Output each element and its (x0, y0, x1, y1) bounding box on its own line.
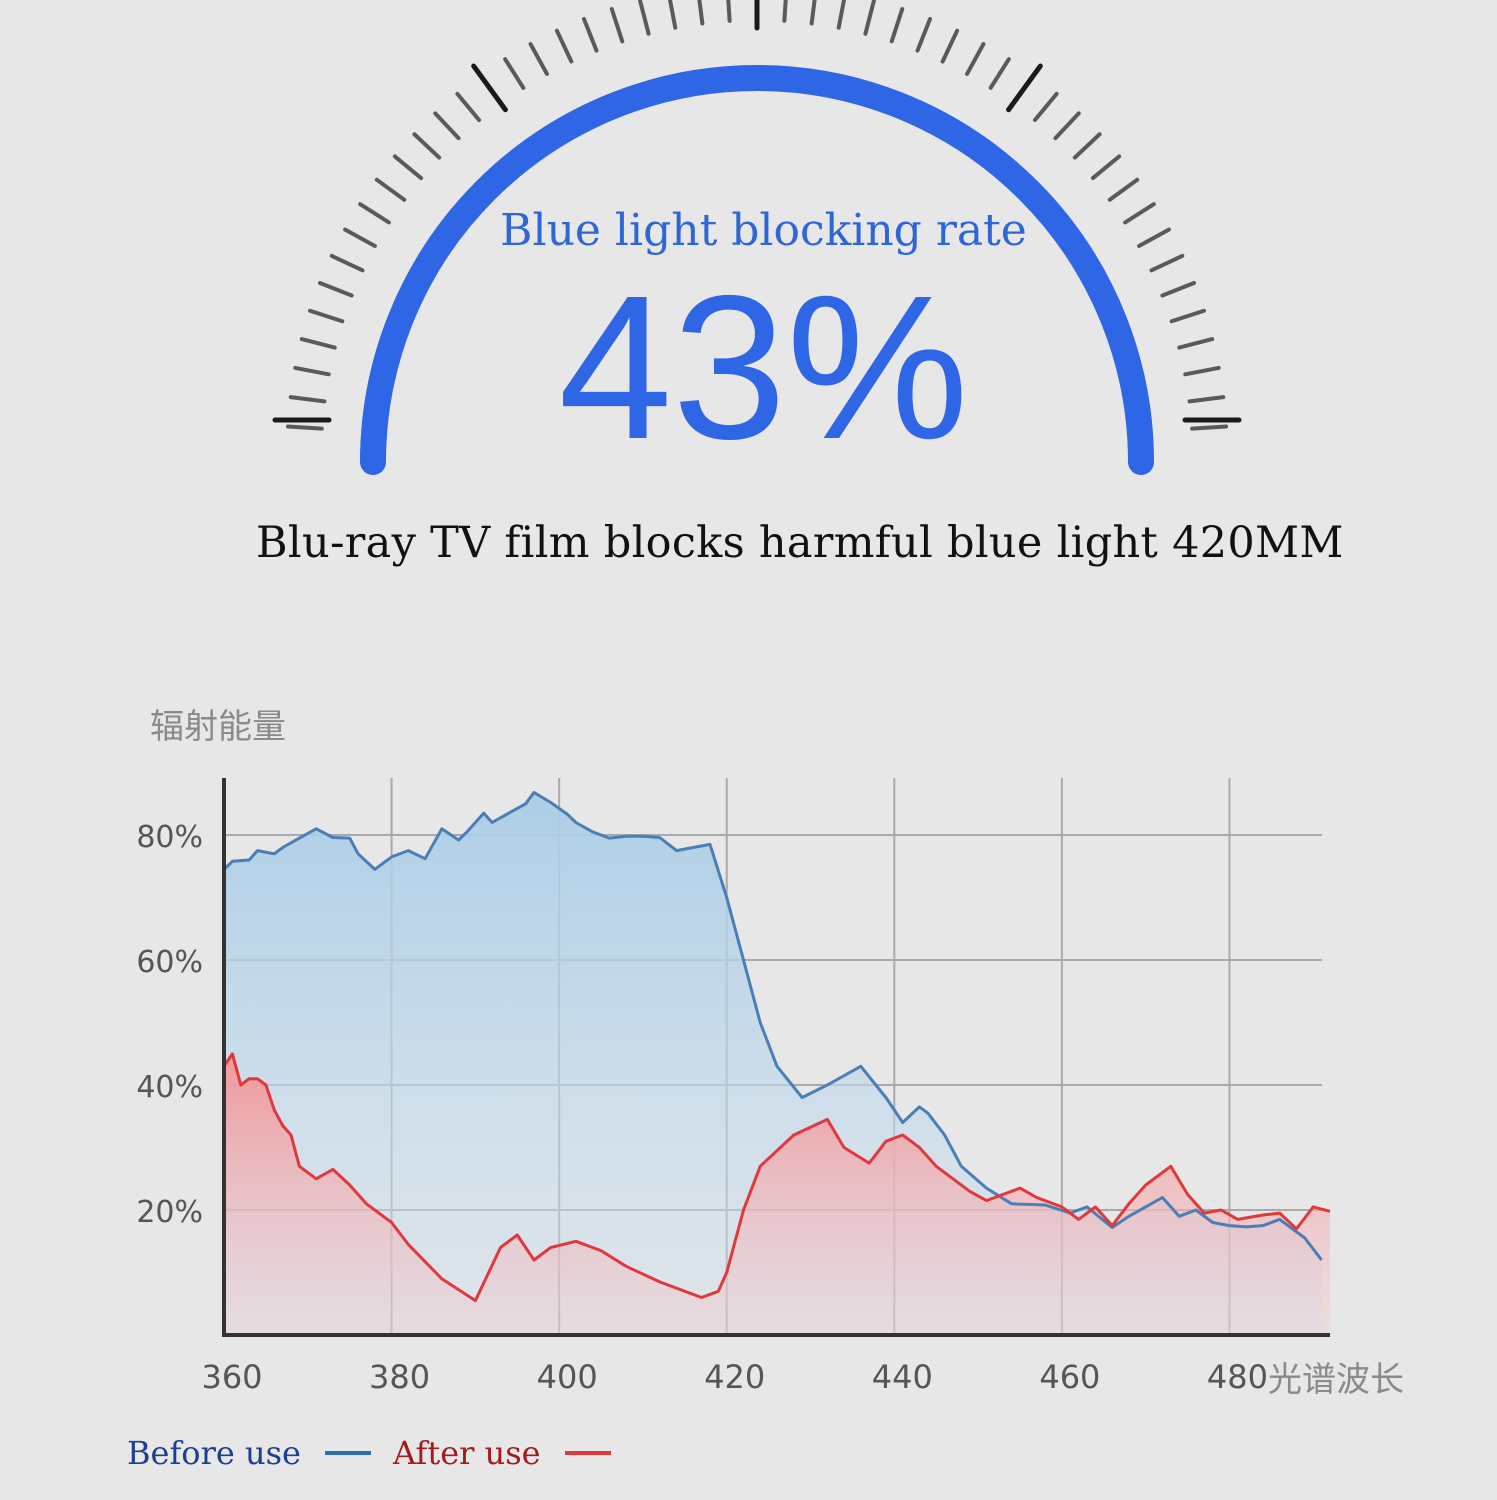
y-axis-title: 辐射能量 (150, 707, 286, 747)
gauge-minor-tick (433, 111, 461, 141)
gauge-minor-tick (581, 17, 599, 53)
gauge-minor-tick (609, 7, 625, 44)
gauge-minor-tick (329, 253, 365, 273)
gauge-minor-tick (1160, 280, 1196, 298)
caption: Blu-ray TV film blocks harmful blue ligh… (256, 518, 1344, 568)
series-line-after-use (222, 1052, 1331, 1303)
gauge-value: 43% (558, 253, 969, 482)
gauge-minor-tick (1177, 337, 1215, 350)
gauge-title: Blue light blocking rate (500, 205, 1027, 256)
gauge-minor-tick (412, 132, 442, 160)
y-tick-label: 60% (136, 945, 203, 980)
chart-axes (222, 778, 1330, 1337)
gauge-minor-tick (455, 91, 482, 123)
gauge-minor-tick (1183, 365, 1221, 377)
gauge-minor-tick (782, 0, 788, 23)
x-tick-label: 460 (1039, 1358, 1100, 1396)
gauge-minor-tick (889, 7, 905, 44)
gauge-minor-tick (288, 395, 327, 404)
gauge-minor-tick (940, 28, 960, 64)
gauge-minor-tick (392, 154, 424, 181)
y-tick-label: 80% (136, 820, 203, 855)
x-tick-label: 360 (201, 1358, 262, 1396)
x-tick-label: 420 (704, 1358, 765, 1396)
gauge-minor-tick (1169, 308, 1206, 324)
gauge-minor-tick (299, 337, 337, 350)
gauge-minor-tick (809, 0, 817, 26)
gauge-major-tick (471, 63, 508, 113)
gauge-minor-tick (1137, 227, 1171, 248)
gauge-arc (360, 65, 1154, 475)
gauge-minor-tick (1072, 132, 1102, 160)
legend-label-before: Before use (127, 1434, 301, 1472)
gauge-minor-tick (965, 42, 986, 76)
gauge-minor-tick (667, 0, 678, 30)
gauge-minor-tick (343, 227, 377, 248)
gauge-minor-tick (374, 177, 407, 202)
gauge-minor-tick (1123, 202, 1156, 225)
chart-series (222, 791, 1331, 1335)
spectrum-chart: 辐射能量 360 380 400 420 440 460 480 20% 40% 60% 80% 光… (136, 707, 1404, 1400)
legend-swatch-after (564, 1451, 611, 1455)
legend-label-after: After use (392, 1434, 541, 1472)
blocking-rate-gauge (272, 0, 1242, 475)
gauge-minor-tick (863, 0, 876, 36)
gauge-minor-tick (358, 202, 391, 225)
x-tick-label: 480 (1207, 1358, 1268, 1396)
gauge-minor-tick (915, 17, 933, 53)
gauge-minor-tick (1090, 154, 1122, 181)
x-tick-label: 400 (537, 1358, 598, 1396)
series-area-before-use (224, 792, 1322, 1335)
gauge-minor-tick (726, 0, 732, 23)
gauge-minor-tick (528, 42, 549, 76)
legend-swatch-before (324, 1451, 371, 1455)
series-area-after-use (224, 1053, 1330, 1335)
gauge-minor-tick (988, 57, 1011, 90)
series-line-before-use (222, 791, 1323, 1261)
chart-tick-labels: 360 380 400 420 440 460 480 20% 40% 60% 80% (136, 820, 1268, 1396)
gauge-minor-tick (638, 0, 651, 36)
gauge-minor-tick (308, 308, 345, 324)
gauge-minor-tick (836, 0, 847, 30)
gauge-minor-tick (1107, 177, 1140, 202)
gauge-minor-tick (293, 365, 331, 377)
gauge-major-tick (1006, 63, 1043, 113)
y-tick-label: 20% (136, 1195, 203, 1230)
gauge-minor-tick (1190, 424, 1229, 431)
gauge-minor-tick (554, 28, 574, 64)
x-tick-label: 440 (872, 1358, 933, 1396)
y-tick-label: 40% (136, 1070, 203, 1105)
gauge-minor-tick (1187, 395, 1226, 404)
gauge-minor-tick (503, 57, 526, 90)
gauge-minor-tick (1149, 253, 1185, 273)
gauge-minor-tick (285, 424, 324, 431)
x-axis-title: 光谱波长 (1268, 1360, 1404, 1400)
gauge-tick-marks (272, 0, 1242, 431)
gauge-minor-tick (318, 280, 354, 298)
gauge-minor-tick (1053, 111, 1081, 141)
gauge-minor-tick (1032, 91, 1059, 123)
gauge-minor-tick (697, 0, 705, 26)
chart-legend: Before use After use (127, 1434, 633, 1472)
x-tick-label: 380 (369, 1358, 430, 1396)
